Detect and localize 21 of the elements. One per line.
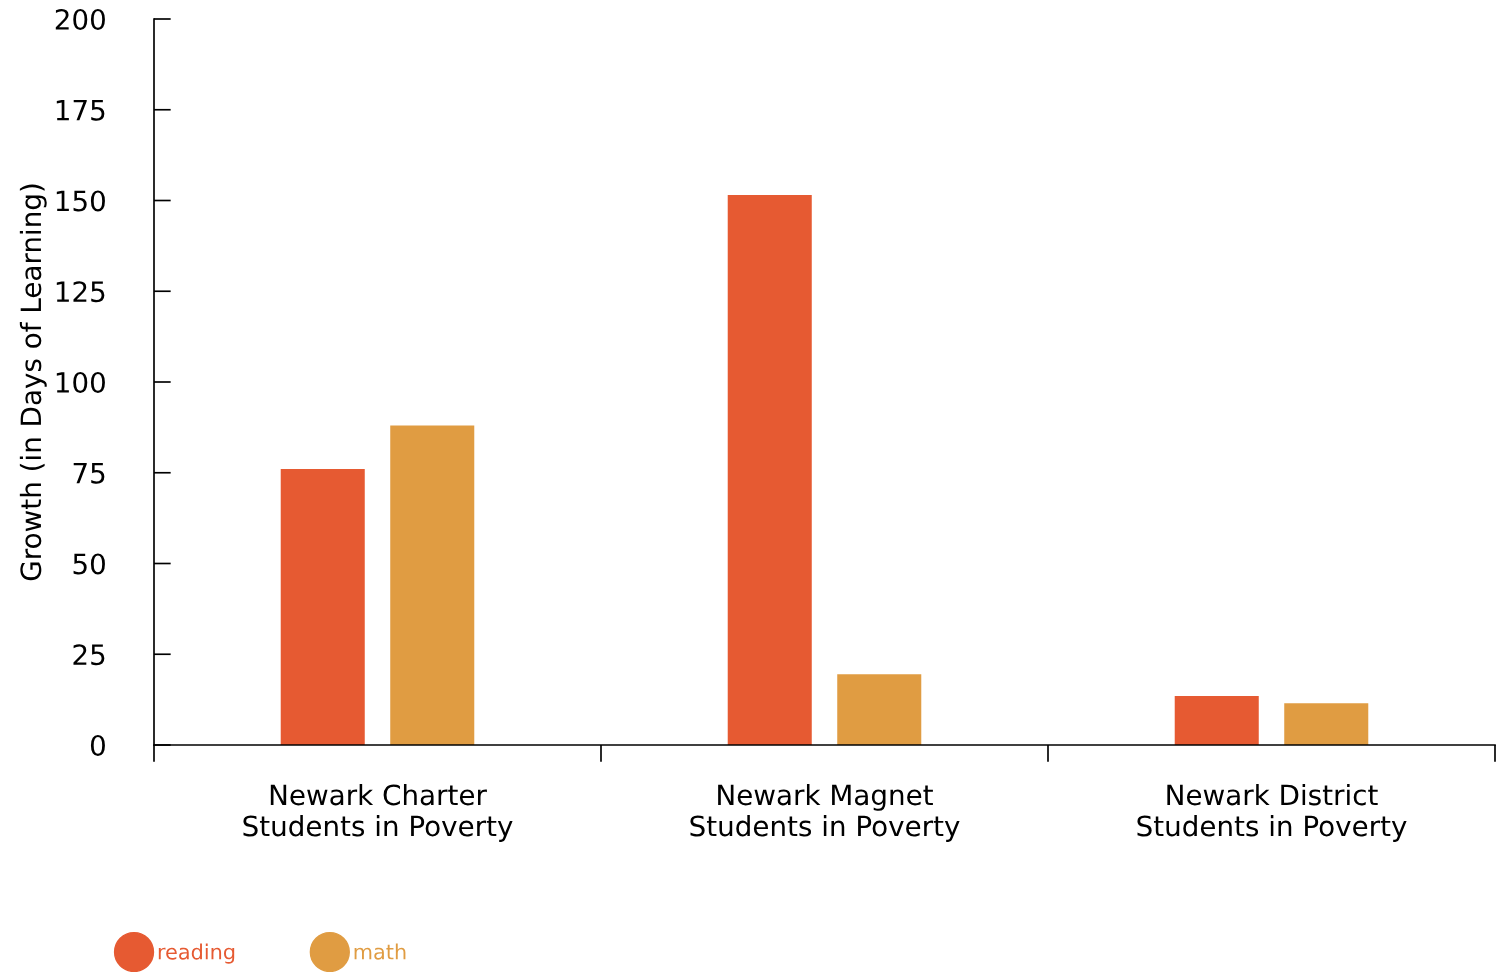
y-tick-label: 175 bbox=[56, 100, 105, 121]
legend-label: math bbox=[354, 943, 406, 960]
bar bbox=[727, 195, 812, 745]
y-tick-label: 25 bbox=[73, 644, 105, 666]
y-axis-title: Growth (in Days of Learning) bbox=[19, 184, 47, 581]
bar bbox=[1174, 695, 1259, 745]
y-tick-label: 100 bbox=[56, 371, 105, 393]
bar bbox=[280, 469, 365, 745]
y-tick-label: 125 bbox=[56, 281, 105, 303]
y-tick-label: 50 bbox=[73, 553, 105, 575]
x-tick-label: Newark Charter Students in Poverty bbox=[243, 783, 513, 842]
bar bbox=[390, 425, 475, 745]
y-tick-label: 75 bbox=[73, 463, 105, 484]
bar bbox=[1284, 703, 1369, 745]
x-tick-label: Newark District Students in Poverty bbox=[1137, 783, 1407, 842]
legend-label: reading bbox=[158, 943, 235, 964]
bar bbox=[837, 674, 922, 745]
y-tick-label: 150 bbox=[56, 190, 105, 212]
x-tick-label: Newark Magnet Students in Poverty bbox=[690, 783, 960, 842]
y-tick-label: 0 bbox=[90, 734, 105, 756]
y-tick-label: 200 bbox=[55, 8, 105, 30]
